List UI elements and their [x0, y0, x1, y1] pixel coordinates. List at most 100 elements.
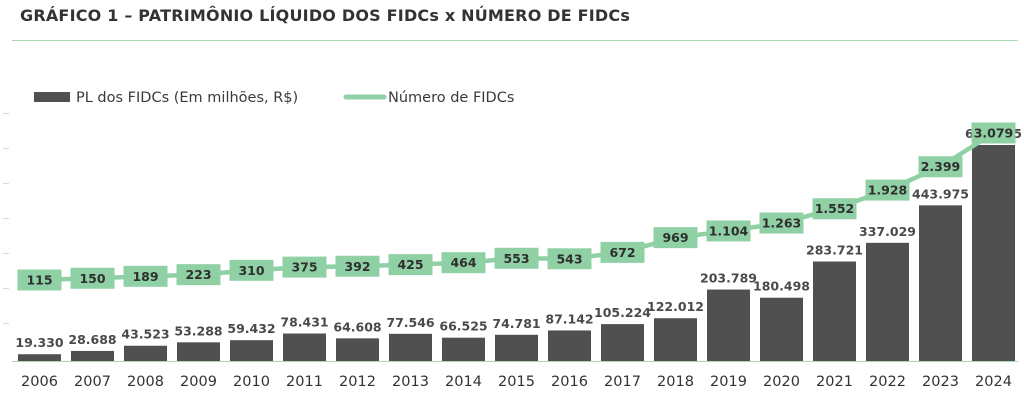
bar-value-label-2014: 66.525 [439, 319, 487, 334]
x-tick-label-2010: 2010 [233, 374, 270, 390]
bar-2016 [548, 330, 591, 361]
count-label-2015: 553 [503, 251, 529, 266]
count-label-box-2007 [70, 267, 115, 289]
bar-value-label-2018: 122.012 [647, 299, 704, 314]
x-tick-label-2019: 2019 [710, 374, 747, 390]
bar-2018 [654, 318, 697, 361]
count-label-box-2022 [865, 179, 910, 201]
x-tick-label-2009: 2009 [180, 374, 217, 390]
x-tick-label-2022: 2022 [869, 374, 906, 390]
x-tick-label-2023: 2023 [922, 374, 959, 390]
bar-2015 [495, 334, 538, 361]
x-tick-label-2008: 2008 [127, 374, 164, 390]
count-label-2023: 2.399 [921, 159, 961, 174]
count-label-box-2024 [971, 122, 1016, 144]
count-label-2024: 3.079 [974, 126, 1014, 141]
bar-2012 [336, 338, 379, 361]
count-label-box-2023 [918, 156, 963, 178]
bar-2019 [707, 289, 750, 361]
bar-2014 [442, 337, 485, 361]
count-label-2014: 464 [450, 255, 476, 270]
count-label-box-2015 [494, 247, 539, 269]
x-tick-label-2007: 2007 [74, 374, 111, 390]
legend-line-label: Número de FIDCs [388, 90, 514, 106]
bar-2020 [760, 297, 803, 361]
bar-value-label-2021: 283.721 [806, 243, 863, 258]
x-tick-label-2020: 2020 [763, 374, 800, 390]
x-tick-label-2024: 2024 [975, 374, 1012, 390]
count-label-box-2013 [388, 254, 433, 276]
legend-bar-label: PL dos FIDCs (Em milhões, R$) [76, 90, 298, 106]
x-tick-label-2013: 2013 [392, 374, 429, 390]
bar-value-label-2006: 19.330 [15, 335, 64, 350]
bar-value-label-2012: 64.608 [333, 319, 381, 334]
bar-value-label-2007: 28.688 [68, 332, 116, 347]
bar-value-label-2023: 443.975 [912, 186, 969, 201]
x-tick-label-2011: 2011 [286, 374, 323, 390]
axis-tick-3 [3, 218, 9, 219]
axis-tick-2 [3, 183, 9, 184]
title-divider [12, 40, 1018, 41]
count-label-2019: 1.104 [709, 223, 749, 238]
count-label-2008: 189 [132, 269, 158, 284]
x-tick-label-2006: 2006 [21, 374, 58, 390]
bar-2021 [813, 261, 856, 361]
axis-tick-4 [3, 253, 9, 254]
count-label-box-2006 [17, 269, 62, 291]
x-tick-label-2021: 2021 [816, 374, 853, 390]
count-label-box-2019 [706, 220, 751, 242]
bar-value-label-2013: 77.546 [386, 315, 435, 330]
bar-2017 [601, 324, 644, 361]
x-tick-label-2016: 2016 [551, 374, 588, 390]
count-label-box-2010 [229, 259, 274, 281]
axis-tick-1 [3, 148, 9, 149]
bar-2024 [972, 145, 1015, 361]
bar-value-label-2015: 74.781 [492, 316, 540, 331]
count-label-box-2009 [176, 264, 221, 286]
bar-2010 [230, 340, 273, 361]
bar-2023 [919, 205, 962, 361]
count-label-2012: 392 [344, 259, 370, 274]
bar-value-label-2019: 203.789 [700, 271, 757, 286]
bar-value-label-2022: 337.029 [859, 224, 916, 239]
count-label-2009: 223 [185, 267, 211, 282]
x-tick-label-2014: 2014 [445, 374, 482, 390]
count-label-box-2016 [547, 248, 592, 270]
legend-bar-swatch [34, 92, 70, 102]
count-label-box-2011 [282, 256, 327, 278]
axis-tick-0 [3, 113, 9, 114]
bar-2013 [389, 333, 432, 361]
count-label-2021: 1.552 [815, 201, 855, 216]
count-label-2016: 543 [556, 251, 582, 266]
bar-value-label-2010: 59.432 [227, 321, 275, 336]
count-label-2007: 150 [79, 271, 105, 286]
x-tick-label-2017: 2017 [604, 374, 641, 390]
count-label-2011: 375 [291, 260, 317, 275]
axis-tick-6 [3, 323, 9, 324]
count-label-box-2012 [335, 255, 380, 277]
chart-title: GRÁFICO 1 – PATRIMÔNIO LÍQUIDO DOS FIDCs… [20, 6, 631, 25]
count-label-2020: 1.263 [762, 216, 802, 231]
count-label-2010: 310 [238, 263, 264, 278]
count-label-2017: 672 [609, 245, 635, 260]
count-label-2013: 425 [397, 257, 423, 272]
bar-value-label-2011: 78.431 [280, 315, 328, 330]
bar-value-label-2009: 53.288 [174, 323, 222, 338]
bar-2008 [124, 345, 167, 361]
count-label-box-2018 [653, 227, 698, 249]
bar-value-label-2008: 43.523 [121, 327, 169, 342]
bar-2007 [71, 350, 114, 361]
bar-2011 [283, 333, 326, 361]
count-label-box-2020 [759, 212, 804, 234]
count-label-2018: 969 [662, 230, 688, 245]
bar-2006 [18, 354, 61, 361]
count-label-box-2008 [123, 265, 168, 287]
axis-tick-5 [3, 288, 9, 289]
count-label-box-2017 [600, 241, 645, 263]
bar-value-label-2016: 87.142 [545, 311, 593, 326]
bar-value-label-2017: 105.224 [594, 305, 651, 320]
x-tick-label-2012: 2012 [339, 374, 376, 390]
x-tick-label-2018: 2018 [657, 374, 694, 390]
count-label-2022: 1.928 [868, 183, 908, 198]
